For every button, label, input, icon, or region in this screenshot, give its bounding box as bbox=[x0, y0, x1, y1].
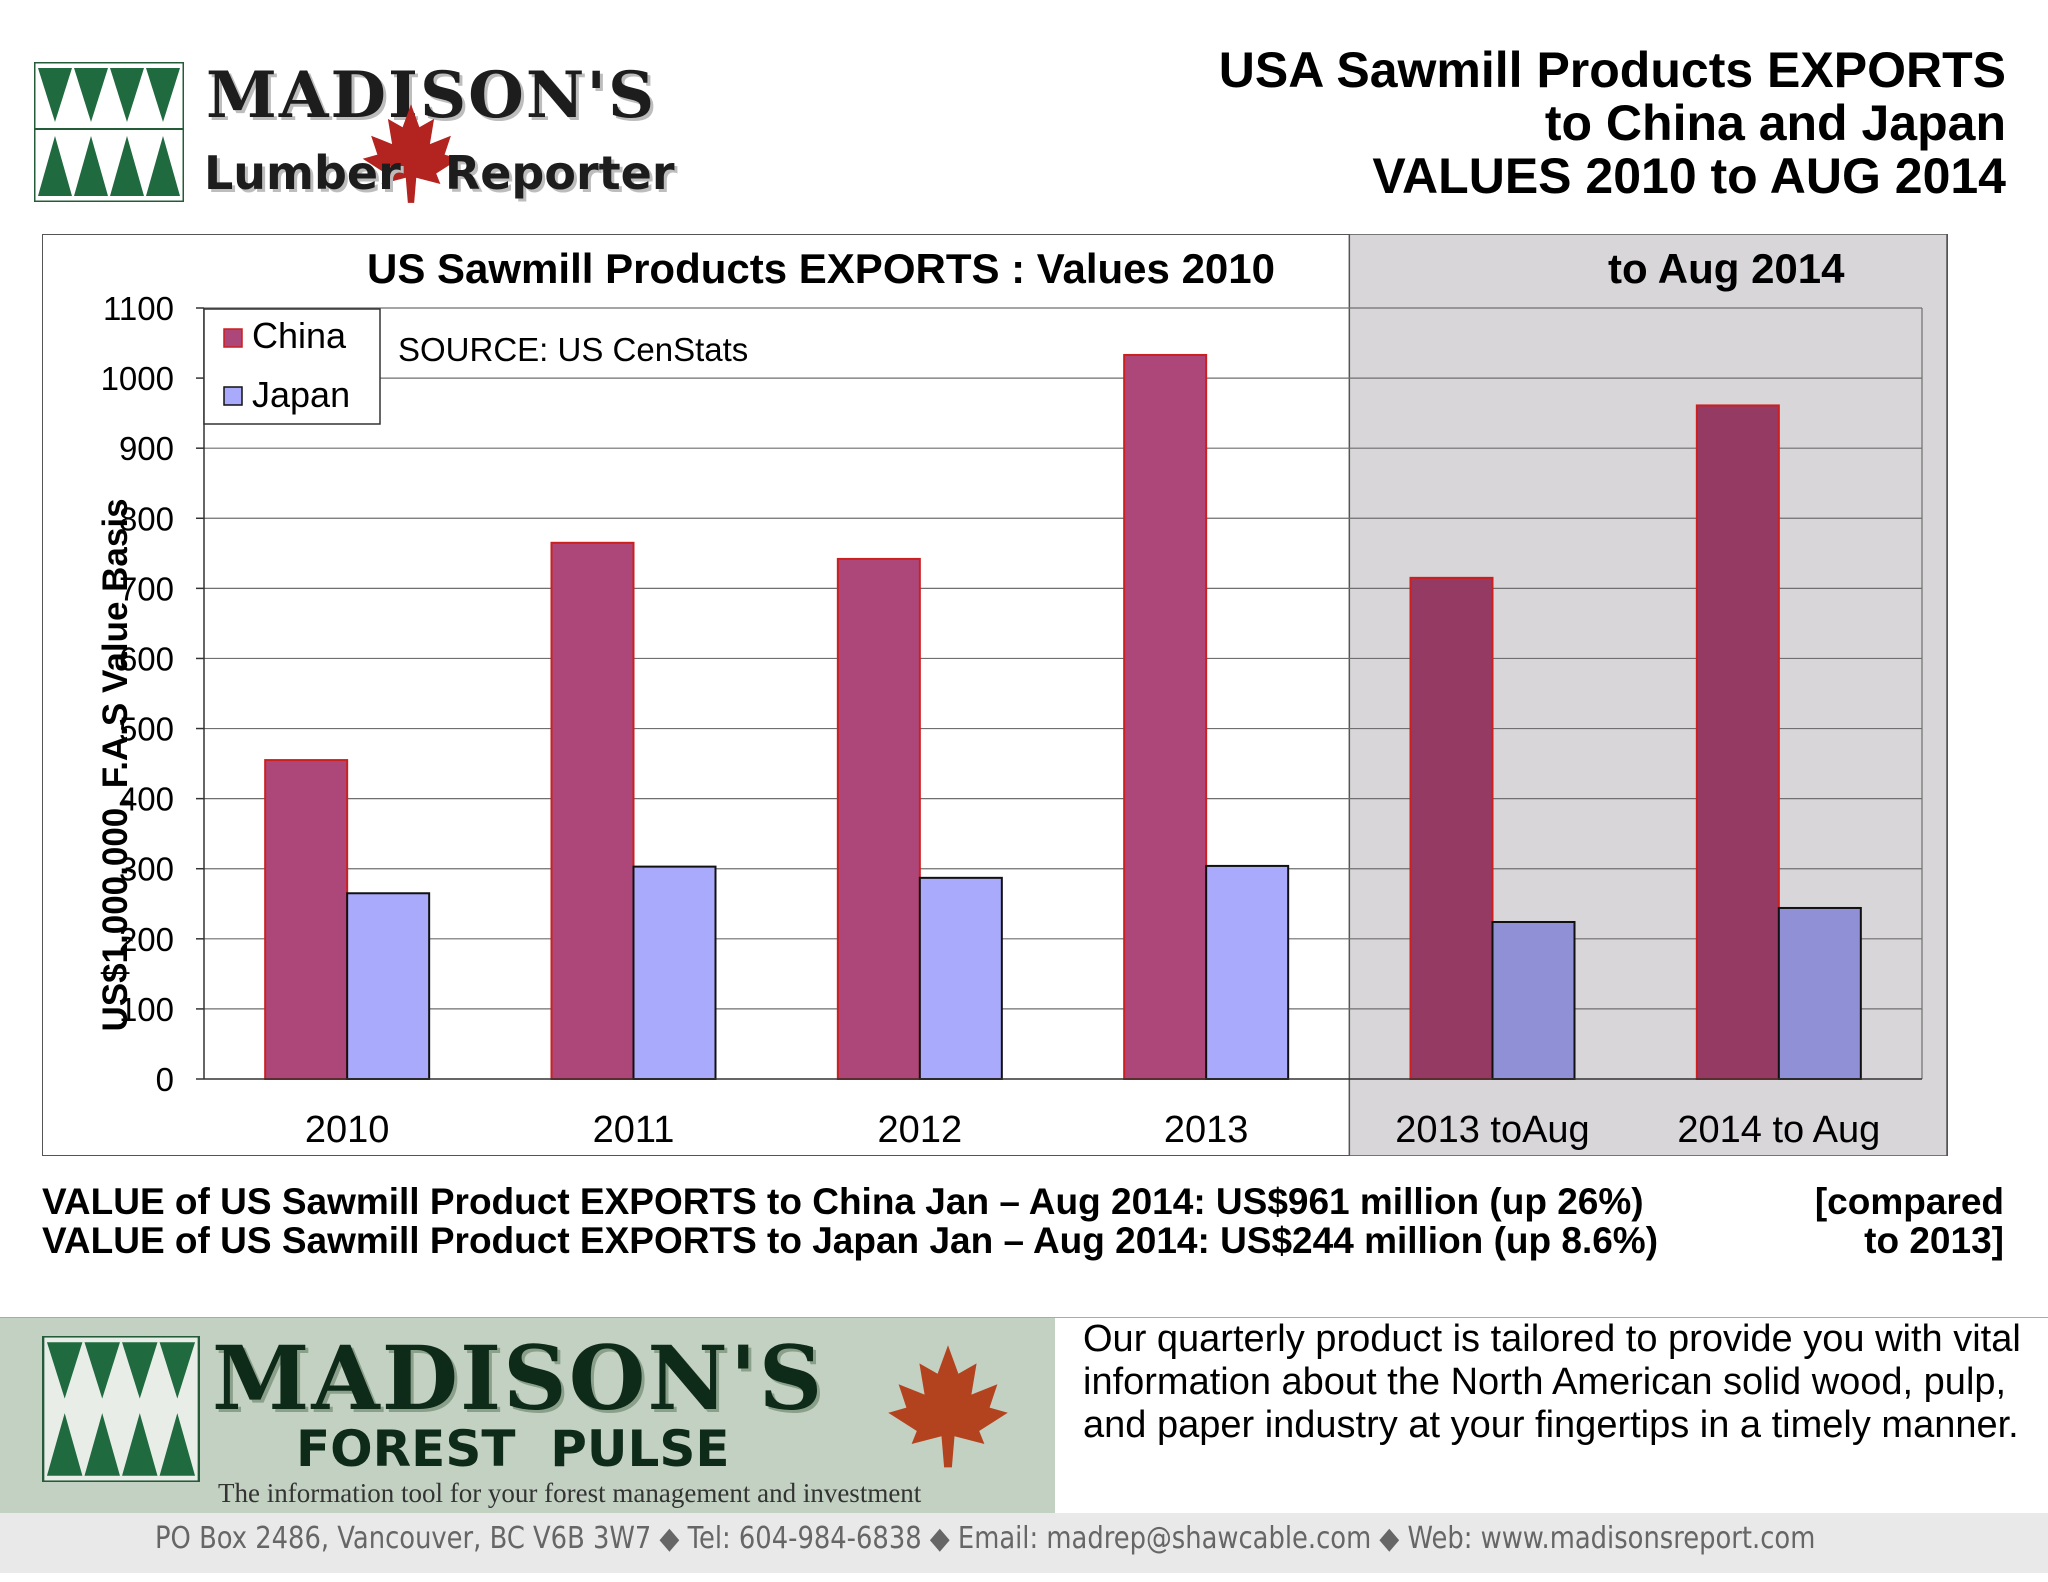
maple-leaf-icon bbox=[362, 104, 460, 203]
bar-japan-2014-to-aug bbox=[1777, 906, 1862, 1081]
footer-description: Our quarterly product is tailored to pro… bbox=[1083, 1318, 2021, 1446]
bar-japan-2013-toaug bbox=[1491, 920, 1576, 1080]
source-note: SOURCE: US CenStats bbox=[398, 331, 748, 368]
y-tick-label: 600 bbox=[119, 640, 174, 677]
legend-label-japan: Japan bbox=[252, 374, 350, 415]
footer-product-text: FOREST PULSE bbox=[296, 1420, 730, 1478]
y-tick-label: 1100 bbox=[103, 290, 174, 327]
y-tick-label: 900 bbox=[119, 430, 174, 467]
bar-japan-2012 bbox=[918, 876, 1003, 1081]
bar-japan-2013 bbox=[1205, 864, 1290, 1081]
y-tick-label: 0 bbox=[156, 1061, 174, 1098]
title-line-3: VALUES 2010 to AUG 2014 bbox=[1372, 148, 2006, 204]
bar-japan-2011 bbox=[632, 865, 717, 1081]
y-tick-label: 300 bbox=[119, 851, 174, 888]
bar-china-2012 bbox=[836, 557, 921, 1080]
triangle-grid-icon bbox=[34, 62, 184, 202]
y-tick-label: 700 bbox=[119, 570, 174, 607]
summary-japan: VALUE of US Sawmill Product EXPORTS to J… bbox=[42, 1220, 1659, 1261]
legend-label-china: China bbox=[252, 315, 347, 356]
chart-title: US Sawmill Products EXPORTS : Values 201… bbox=[367, 245, 1275, 292]
title-line-2: to China and Japan bbox=[1544, 95, 2006, 151]
contact-bar bbox=[0, 1513, 2048, 1573]
x-tick-label: 2013 toAug bbox=[1395, 1109, 1589, 1151]
bar-china-2014-to-aug bbox=[1695, 404, 1780, 1080]
page-title: USA Sawmill Products EXPORTS to China an… bbox=[1106, 44, 2006, 203]
legend-swatch-china bbox=[223, 328, 243, 348]
bar-chart: 0 100 200 300 400 500 600 700 800 900 1000 1100 2010… bbox=[96, 234, 1948, 1156]
logo-brand-text: MADISON'S bbox=[206, 58, 657, 133]
x-tick-label: 2014 to Aug bbox=[1677, 1109, 1880, 1151]
forest-pulse-banner: MADISON'S FOREST PULSE bbox=[0, 1318, 1055, 1513]
title-line-1: USA Sawmill Products EXPORTS bbox=[1218, 42, 2006, 98]
footer-description-panel bbox=[1055, 1318, 2048, 1513]
bar-japan-2010 bbox=[346, 892, 431, 1080]
summary-note-1: [compared bbox=[1814, 1181, 2004, 1222]
x-tick-label: 2012 bbox=[878, 1109, 963, 1151]
footer-divider bbox=[0, 1317, 2048, 1318]
madisons-lumber-reporter-logo: MADISON'S Lumber Reporter bbox=[34, 58, 684, 207]
x-tick-label: 2011 bbox=[593, 1109, 675, 1151]
y-tick-label: 1000 bbox=[101, 360, 174, 397]
x-tick-label: 2010 bbox=[305, 1109, 390, 1151]
y-tick-label: 800 bbox=[119, 500, 174, 537]
footer-tagline: The information tool for your forest man… bbox=[218, 1478, 922, 1508]
contact-info: PO Box 2486, Vancouver, BC V6B 3W7 ◆ Tel… bbox=[155, 1521, 1816, 1556]
maple-leaf-icon bbox=[888, 1345, 1008, 1468]
legend: China Japan bbox=[203, 308, 381, 425]
y-tick-label: 500 bbox=[119, 711, 174, 748]
bar-china-2011 bbox=[550, 541, 635, 1080]
bar-china-2013 bbox=[1123, 353, 1208, 1080]
y-tick-label: 400 bbox=[119, 781, 174, 818]
x-tick-label: 2013 bbox=[1164, 1109, 1249, 1151]
summary-note-2: to 2013] bbox=[1864, 1220, 2004, 1261]
triangle-grid-icon bbox=[42, 1336, 200, 1482]
footer-brand-text: MADISON'S bbox=[212, 1326, 825, 1430]
y-axis-label: US$1,000,000, F.A.S Value Basis bbox=[96, 498, 135, 1031]
summary-china: VALUE of US Sawmill Product EXPORTS to C… bbox=[42, 1181, 1644, 1222]
logo-sub-text: Lumber Reporter bbox=[204, 146, 675, 200]
y-tick-label: 100 bbox=[119, 991, 174, 1028]
bar-china-2010 bbox=[264, 759, 349, 1080]
chart-title-right: to Aug 2014 bbox=[1608, 245, 1845, 292]
bar-china-2013-toaug bbox=[1409, 576, 1494, 1080]
y-tick-label: 200 bbox=[119, 921, 174, 958]
legend-swatch-japan bbox=[223, 386, 243, 406]
